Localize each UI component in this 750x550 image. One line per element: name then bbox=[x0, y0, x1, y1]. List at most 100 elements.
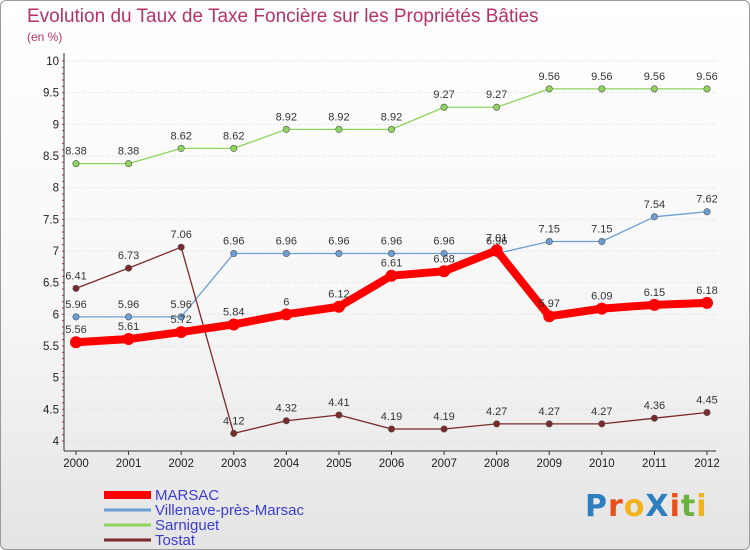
data-point bbox=[703, 85, 711, 93]
data-label: 6.68 bbox=[433, 253, 454, 265]
data-point bbox=[385, 269, 398, 282]
y-tick-label: 10 bbox=[46, 56, 59, 68]
legend-label: Sarniguet bbox=[155, 517, 220, 534]
data-point bbox=[598, 85, 606, 93]
data-point bbox=[282, 250, 290, 258]
data-label: 7.62 bbox=[696, 194, 717, 206]
data-label: 7.15 bbox=[539, 224, 560, 236]
data-point bbox=[72, 313, 80, 321]
y-tick-label: 4 bbox=[53, 436, 60, 448]
data-point bbox=[332, 300, 345, 313]
data-label: 9.56 bbox=[591, 71, 612, 83]
data-label: 5.96 bbox=[118, 299, 139, 311]
chart-title: Evolution du Taux de Taxe Foncière sur l… bbox=[27, 6, 539, 27]
data-label: 4.41 bbox=[328, 397, 349, 409]
data-label: 5.96 bbox=[65, 299, 86, 311]
data-label: 4.19 bbox=[433, 411, 454, 423]
x-tick-label: 2009 bbox=[536, 458, 562, 470]
data-label: 9.56 bbox=[539, 71, 560, 83]
x-tick-label: 2001 bbox=[116, 458, 142, 470]
data-point bbox=[177, 144, 185, 152]
data-label: 9.56 bbox=[644, 71, 665, 83]
y-tick-label: 8 bbox=[53, 183, 59, 195]
data-label: 4.12 bbox=[223, 415, 244, 427]
logo-letter: i bbox=[669, 489, 681, 524]
data-label: 4.36 bbox=[644, 400, 665, 412]
logo-letter: P bbox=[585, 489, 608, 524]
data-label: 7.01 bbox=[486, 232, 507, 244]
data-label: 6.12 bbox=[328, 289, 349, 301]
data-point bbox=[545, 420, 553, 428]
chart-unit: (en %) bbox=[27, 30, 63, 44]
data-label: 4.27 bbox=[591, 406, 612, 418]
data-label: 8.92 bbox=[276, 111, 297, 123]
y-tick-label: 7.5 bbox=[43, 214, 59, 226]
x-tick-label: 2012 bbox=[694, 458, 720, 470]
data-point bbox=[701, 296, 713, 309]
data-label: 4.19 bbox=[381, 411, 402, 423]
data-point bbox=[125, 160, 133, 168]
y-tick-label: 6.5 bbox=[43, 278, 59, 290]
x-tick-label: 2004 bbox=[274, 458, 300, 470]
data-point bbox=[598, 420, 606, 428]
y-tick-label: 5.5 bbox=[43, 341, 59, 353]
data-point bbox=[335, 250, 343, 258]
data-label: 5.56 bbox=[65, 324, 86, 336]
data-label: 4.32 bbox=[276, 403, 297, 415]
data-label: 6.61 bbox=[381, 258, 402, 270]
data-label: 6.96 bbox=[381, 236, 402, 248]
data-label: 6 bbox=[283, 296, 289, 308]
data-label: 5.96 bbox=[170, 299, 191, 311]
x-tick-label: 2010 bbox=[589, 458, 615, 470]
data-label: 6.73 bbox=[118, 250, 139, 262]
data-label: 5.84 bbox=[223, 306, 244, 318]
data-label: 8.92 bbox=[328, 111, 349, 123]
data-point bbox=[230, 429, 238, 437]
data-point bbox=[545, 238, 553, 246]
y-tick-label: 5 bbox=[53, 373, 59, 385]
x-tick-label: 2007 bbox=[431, 458, 457, 470]
data-point bbox=[125, 264, 133, 272]
data-point bbox=[440, 250, 448, 258]
data-point bbox=[282, 125, 290, 133]
y-tick-label: 7 bbox=[53, 246, 59, 258]
data-point bbox=[703, 408, 711, 416]
data-point bbox=[177, 243, 185, 251]
data-label: 8.62 bbox=[223, 130, 244, 142]
data-label: 8.92 bbox=[381, 111, 402, 123]
data-point bbox=[282, 417, 290, 425]
logo-letter: o bbox=[623, 489, 646, 524]
data-point bbox=[175, 326, 188, 339]
data-point bbox=[545, 85, 553, 93]
x-tick-label: 2008 bbox=[484, 458, 510, 470]
y-tick-label: 8.5 bbox=[43, 151, 59, 163]
y-tick-label: 9 bbox=[53, 119, 59, 131]
legend-label: Tostat bbox=[155, 532, 196, 549]
data-point bbox=[493, 103, 501, 111]
data-label: 5.72 bbox=[170, 314, 191, 326]
data-label: 8.62 bbox=[170, 130, 191, 142]
data-point bbox=[598, 238, 606, 246]
data-label: 6.18 bbox=[696, 285, 717, 297]
data-point bbox=[493, 420, 501, 428]
data-label: 4.27 bbox=[486, 406, 507, 418]
data-label: 6.96 bbox=[328, 236, 349, 248]
data-label: 5.97 bbox=[539, 298, 560, 310]
data-point bbox=[70, 336, 82, 349]
data-point bbox=[125, 313, 133, 321]
logo-letter: i bbox=[696, 489, 708, 524]
data-point bbox=[230, 144, 238, 152]
data-label: 8.38 bbox=[118, 146, 139, 158]
data-point bbox=[387, 250, 395, 258]
data-label: 4.27 bbox=[539, 406, 560, 418]
data-label: 8.38 bbox=[65, 146, 86, 158]
data-point bbox=[543, 310, 556, 323]
data-point bbox=[335, 125, 343, 133]
data-point bbox=[335, 411, 343, 419]
data-point bbox=[122, 333, 135, 346]
data-point bbox=[440, 103, 448, 111]
data-point bbox=[648, 298, 661, 311]
data-label: 6.96 bbox=[223, 236, 244, 248]
